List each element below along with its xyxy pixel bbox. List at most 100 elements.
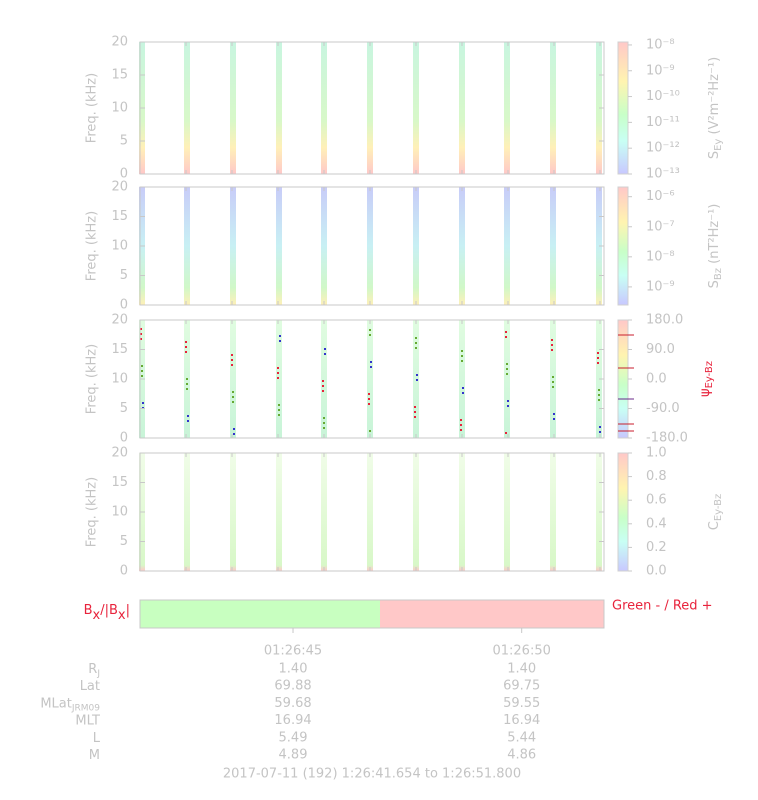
x-tick-label: 01:26:50 xyxy=(492,644,550,659)
phase-speck xyxy=(460,419,462,421)
label-sub: x xyxy=(93,608,101,623)
phase-speck xyxy=(552,376,554,378)
phase-speck xyxy=(231,354,233,356)
phase-speck xyxy=(553,418,555,420)
y-tick-label: 5 xyxy=(120,534,128,549)
ephemeris-label: MLatJRM09 xyxy=(40,696,100,713)
phase-speck xyxy=(506,368,508,370)
colorbar-tick-label: 0.0 xyxy=(646,564,667,579)
phase-speck xyxy=(370,366,372,368)
phase-speck xyxy=(461,355,463,357)
phase-speck xyxy=(324,348,326,350)
phase-speck xyxy=(186,383,188,385)
burst-stripe xyxy=(504,453,510,571)
phase-speck xyxy=(416,379,418,381)
phase-speck xyxy=(462,392,464,394)
phase-speck xyxy=(231,364,233,366)
burst-stripe xyxy=(321,453,327,571)
phase-speck xyxy=(141,365,143,367)
y-tick-label: 0 xyxy=(120,431,128,446)
phase-speck xyxy=(369,334,371,336)
colorbar-tick-label: 90.0 xyxy=(646,342,675,357)
colorbar-label: SBz (nT²Hz⁻¹) xyxy=(707,204,725,289)
phase-speck xyxy=(277,372,279,374)
y-tick-label: 10 xyxy=(111,372,128,387)
burst-stripe xyxy=(276,42,282,174)
y-tick-label: 20 xyxy=(111,180,128,195)
y-tick-label: 15 xyxy=(111,68,128,83)
label-sub: JRM09 xyxy=(71,703,100,713)
burst-stripe xyxy=(184,187,190,305)
y-tick-label: 10 xyxy=(111,101,128,116)
burst-stripe xyxy=(367,42,373,174)
colorbar-tick-label: 10⁻¹³ xyxy=(646,167,680,182)
label-main: S xyxy=(707,280,722,288)
label-main: S xyxy=(707,151,722,159)
phase-speck xyxy=(279,340,281,342)
x-tick-label: 01:26:45 xyxy=(264,644,322,659)
bx-frame xyxy=(139,599,605,629)
burst-stripe xyxy=(459,42,465,174)
y-tick-label: 15 xyxy=(111,342,128,357)
ephemeris-label: MLT xyxy=(75,713,100,728)
label-sub: J xyxy=(96,669,100,679)
phase-speck xyxy=(369,329,371,331)
label-sub: x xyxy=(118,608,126,623)
ephemeris-value: 5.44 xyxy=(507,730,536,745)
burst-stripe xyxy=(184,453,190,571)
y-tick-label: 20 xyxy=(111,35,128,50)
colorbar-tick-label: -90.0 xyxy=(646,401,680,416)
phase-speck xyxy=(369,430,371,432)
phase-speck xyxy=(414,406,416,408)
burst-stripe xyxy=(276,453,282,571)
phase-speck xyxy=(323,422,325,424)
ephemeris-label: Lat xyxy=(80,679,100,694)
label-sub: Ey xyxy=(713,139,724,151)
y-tick-label: 10 xyxy=(111,505,128,520)
colorbar-tick-label: 1.0 xyxy=(646,446,667,461)
y-tick-label: 0 xyxy=(120,167,128,182)
phase-speck xyxy=(551,344,553,346)
phase-speck xyxy=(141,375,143,377)
burst-stripe xyxy=(276,187,282,305)
label-sub: Bz xyxy=(713,268,724,280)
phase-speck xyxy=(507,400,509,402)
phase-speck xyxy=(370,361,372,363)
colorbar-label: ψEy-Bz xyxy=(698,361,716,397)
phase-speck xyxy=(415,347,417,349)
phase-speck xyxy=(506,373,508,375)
colorbar-tick-label: 0.6 xyxy=(646,493,667,508)
phase-speck xyxy=(461,350,463,352)
burst-stripe xyxy=(367,320,373,438)
phase-speck xyxy=(460,429,462,431)
label-main: | xyxy=(126,603,130,618)
burst-stripe xyxy=(230,453,236,571)
phase-speck xyxy=(599,426,601,428)
phase-speck xyxy=(414,416,416,418)
burst-stripe xyxy=(459,187,465,305)
phase-speck xyxy=(597,362,599,364)
phase-speck xyxy=(233,433,235,435)
phase-speck xyxy=(507,405,509,407)
burst-stripe xyxy=(550,42,556,174)
label-rest: (nT²Hz⁻¹) xyxy=(707,204,722,268)
bx-negative xyxy=(140,600,380,628)
phase-speck xyxy=(187,415,189,417)
phase-speck xyxy=(186,388,188,390)
ephemeris-value: 1.40 xyxy=(507,662,536,677)
phase-speck xyxy=(551,349,553,351)
ephemeris-value: 16.94 xyxy=(274,713,311,728)
ephemeris-value: 1.40 xyxy=(279,662,308,677)
burst-stripe xyxy=(413,42,419,174)
burst-stripe xyxy=(550,187,556,305)
burst-stripe xyxy=(230,320,236,438)
bx-legend: Green - / Red + xyxy=(612,599,713,614)
y-tick-label: 0 xyxy=(120,298,128,313)
phase-speck xyxy=(141,370,143,372)
burst-stripe xyxy=(413,453,419,571)
burst-stripe xyxy=(504,187,510,305)
phase-speck xyxy=(140,333,142,335)
y-tick-label: 15 xyxy=(111,209,128,224)
phase-speck xyxy=(416,374,418,376)
phase-speck xyxy=(322,385,324,387)
